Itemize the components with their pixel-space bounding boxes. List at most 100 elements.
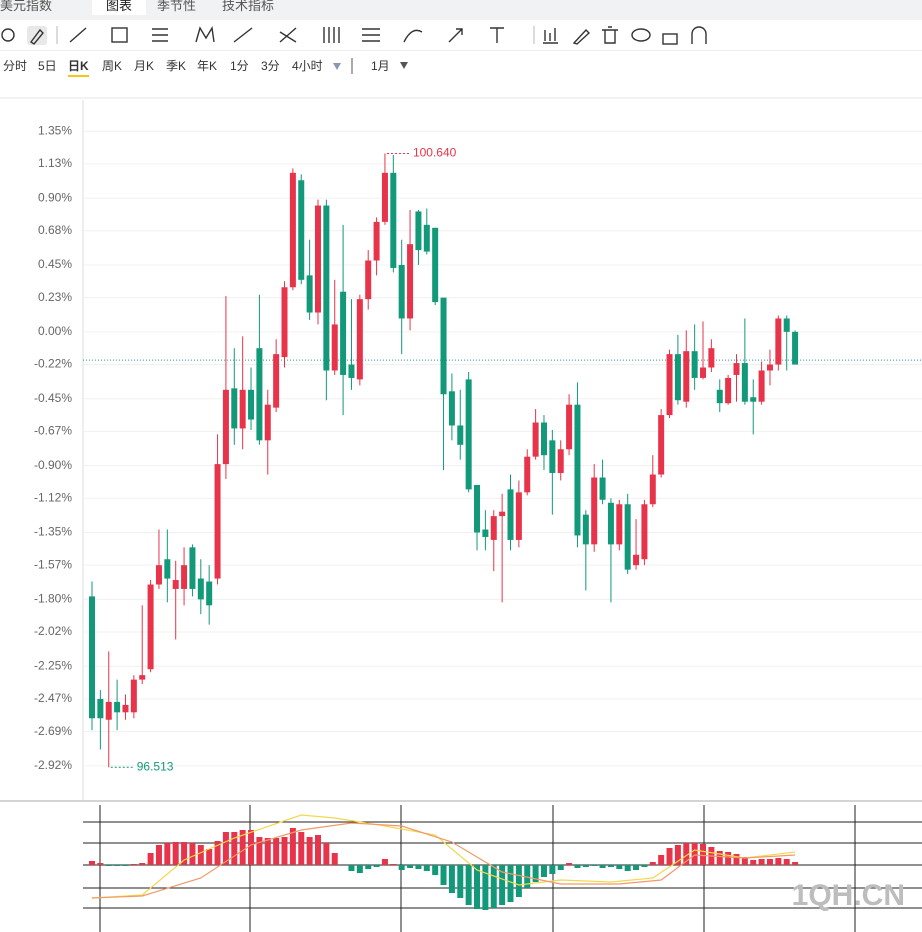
delete-icon[interactable] (602, 26, 618, 44)
candle-body (607, 502, 614, 545)
macd-bar (599, 865, 606, 868)
macd-bar (248, 830, 255, 865)
measure-icon[interactable] (543, 28, 558, 44)
gann-icon[interactable] (323, 27, 340, 43)
macd-bar (314, 835, 321, 865)
macd-bar (524, 865, 531, 888)
period-button[interactable]: 月K (134, 59, 155, 73)
tab[interactable]: 图表 (92, 0, 147, 15)
candle-body (206, 581, 213, 606)
trend-icon[interactable] (233, 27, 253, 43)
candle-body (306, 275, 313, 313)
candle-body (105, 701, 112, 720)
pencil-icon[interactable] (29, 28, 44, 45)
macd-bar (155, 845, 162, 865)
candle-body (557, 449, 564, 474)
macd-bar (607, 865, 614, 867)
tab[interactable]: 季节性 (157, 0, 197, 13)
period-button[interactable]: 5日 (38, 59, 57, 73)
candle-body (507, 489, 514, 540)
period-button[interactable]: 日K (68, 57, 89, 77)
y-tick-label: -1.80% (34, 592, 72, 606)
candle-body (172, 580, 179, 589)
y-tick-label: -0.67% (34, 424, 72, 438)
macd-bar (474, 865, 481, 909)
candle-body (423, 224, 430, 252)
lock-icon[interactable] (662, 33, 678, 45)
macd-bar (289, 828, 296, 865)
period-button[interactable]: 4小时 (292, 59, 323, 73)
tab[interactable]: 美元指数 (0, 0, 53, 13)
macd-bar (532, 865, 539, 882)
candle-body (465, 379, 472, 490)
text-icon[interactable] (490, 27, 504, 43)
eye-icon[interactable] (631, 28, 651, 42)
macd-bar (574, 865, 581, 868)
macd-bar (783, 859, 790, 865)
y-tick-label: 0.45% (38, 257, 72, 271)
macd-bar (775, 858, 782, 865)
candle-body (792, 331, 799, 365)
tab-bar: 美元指数 图表 季节性 技术指标 (0, 0, 922, 20)
period-button[interactable]: 1分 (230, 59, 249, 73)
dropdown-arrow[interactable] (400, 62, 408, 69)
candle-body (248, 389, 255, 420)
macd-bar (549, 865, 556, 874)
candle-body (239, 389, 246, 429)
y-tick-label: 1.35% (38, 123, 72, 137)
candle-body (97, 698, 104, 719)
period-button[interactable]: 年K (197, 59, 218, 73)
candle-body (775, 318, 782, 365)
candle-body (540, 422, 547, 456)
candle-body (231, 388, 238, 429)
macd-bar (222, 832, 229, 865)
cross-icon[interactable] (279, 27, 297, 43)
macd-line (91, 822, 796, 899)
brush-icon[interactable] (403, 29, 423, 43)
macd-bar (465, 865, 472, 905)
watermark: 1QH.CN (792, 879, 905, 912)
macd-bar (440, 865, 447, 885)
fib-icon[interactable] (152, 28, 168, 42)
candle-body (700, 367, 707, 378)
pattern-icon[interactable] (195, 25, 215, 43)
candle-body (725, 377, 732, 404)
candle-body (666, 354, 673, 416)
macd-bar (750, 860, 757, 865)
channel-icon[interactable] (362, 28, 380, 42)
candle-body (348, 364, 355, 378)
macd-bar (448, 865, 455, 893)
rect-icon[interactable] (111, 27, 128, 43)
arrow-icon[interactable] (448, 28, 463, 43)
period-button[interactable]: 季K (166, 59, 187, 73)
period-button[interactable]: 3分 (261, 59, 280, 73)
candle-body (674, 354, 681, 401)
candle-body (432, 227, 439, 303)
edit-icon[interactable] (572, 28, 591, 45)
candle-body (515, 492, 522, 540)
dropdown-arrow[interactable] (333, 63, 341, 70)
candle-body (122, 704, 129, 713)
magnet-icon[interactable] (691, 26, 707, 44)
candle-body (331, 324, 338, 371)
period-button[interactable]: 分时 (3, 59, 28, 73)
y-tick-label: -2.25% (34, 658, 72, 672)
tab[interactable]: 技术指标 (222, 0, 275, 13)
candle-body (658, 415, 665, 475)
icon[interactable] (1, 28, 15, 42)
candle-body (741, 363, 748, 402)
period-button[interactable]: 1月 (371, 59, 390, 73)
macd-bar (97, 863, 104, 865)
macd-bar (181, 842, 188, 865)
macd-bar (172, 842, 179, 865)
y-tick-label: -0.22% (34, 357, 72, 371)
macd-bar (206, 849, 213, 865)
candle-body (440, 297, 447, 395)
line-icon[interactable] (69, 27, 87, 43)
candle-body (783, 318, 790, 332)
macd-bar (331, 853, 338, 865)
macd-bar (499, 865, 506, 905)
period-button[interactable]: 周K (102, 59, 123, 73)
macd-bar (147, 853, 154, 865)
